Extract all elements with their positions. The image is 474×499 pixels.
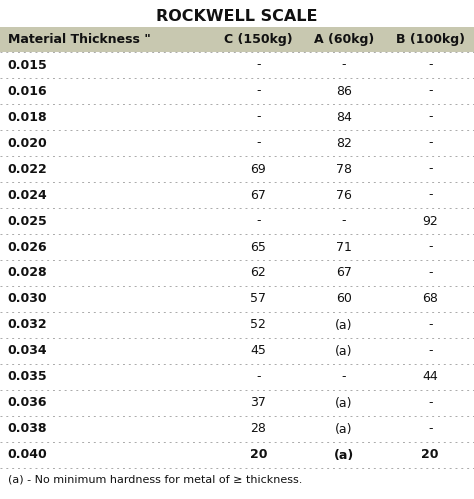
Text: 60: 60 bbox=[336, 292, 352, 305]
Text: -: - bbox=[428, 84, 432, 97]
Text: 52: 52 bbox=[250, 318, 266, 331]
Text: -: - bbox=[428, 241, 432, 253]
Text: -: - bbox=[428, 266, 432, 279]
Text: 20: 20 bbox=[421, 449, 439, 462]
Text: -: - bbox=[428, 163, 432, 176]
Text: -: - bbox=[428, 137, 432, 150]
Text: -: - bbox=[428, 344, 432, 357]
Text: -: - bbox=[341, 58, 346, 71]
Text: 0.015: 0.015 bbox=[8, 58, 47, 71]
Text: A (60kg): A (60kg) bbox=[313, 33, 374, 46]
Text: 45: 45 bbox=[250, 344, 266, 357]
Text: 44: 44 bbox=[422, 370, 438, 384]
Text: C (150kg): C (150kg) bbox=[224, 33, 292, 46]
Text: (a): (a) bbox=[335, 423, 352, 436]
Text: 0.026: 0.026 bbox=[8, 241, 47, 253]
Text: -: - bbox=[256, 58, 261, 71]
Text: (a): (a) bbox=[335, 318, 352, 331]
Bar bbox=[0, 208, 474, 234]
Bar bbox=[0, 78, 474, 104]
Text: 68: 68 bbox=[422, 292, 438, 305]
Bar bbox=[0, 338, 474, 364]
Text: 78: 78 bbox=[336, 163, 352, 176]
Text: 0.018: 0.018 bbox=[8, 110, 47, 123]
Bar bbox=[0, 130, 474, 156]
Text: 0.032: 0.032 bbox=[8, 318, 47, 331]
Text: ROCKWELL SCALE: ROCKWELL SCALE bbox=[156, 9, 318, 24]
Text: -: - bbox=[341, 215, 346, 228]
Bar bbox=[0, 104, 474, 130]
Bar bbox=[0, 52, 474, 78]
Text: -: - bbox=[256, 84, 261, 97]
Text: 67: 67 bbox=[336, 266, 352, 279]
Text: 62: 62 bbox=[250, 266, 266, 279]
Text: 0.025: 0.025 bbox=[8, 215, 47, 228]
Text: -: - bbox=[428, 423, 432, 436]
Text: 71: 71 bbox=[336, 241, 352, 253]
Text: 0.034: 0.034 bbox=[8, 344, 47, 357]
Text: 0.022: 0.022 bbox=[8, 163, 47, 176]
Text: -: - bbox=[256, 110, 261, 123]
Text: (a): (a) bbox=[334, 449, 354, 462]
Bar bbox=[0, 182, 474, 208]
Bar bbox=[0, 27, 474, 52]
Text: (a) - No minimum hardness for metal of ≥ thickness.: (a) - No minimum hardness for metal of ≥… bbox=[8, 474, 302, 484]
Text: 37: 37 bbox=[250, 397, 266, 410]
Text: 0.030: 0.030 bbox=[8, 292, 47, 305]
Bar bbox=[0, 416, 474, 442]
Text: -: - bbox=[256, 215, 261, 228]
Text: 0.016: 0.016 bbox=[8, 84, 47, 97]
Text: B (100kg): B (100kg) bbox=[396, 33, 465, 46]
Text: 67: 67 bbox=[250, 189, 266, 202]
Text: -: - bbox=[428, 58, 432, 71]
Text: 86: 86 bbox=[336, 84, 352, 97]
Text: 82: 82 bbox=[336, 137, 352, 150]
Text: 0.040: 0.040 bbox=[8, 449, 47, 462]
Text: Material Thickness ": Material Thickness " bbox=[8, 33, 151, 46]
Text: 76: 76 bbox=[336, 189, 352, 202]
Text: 0.020: 0.020 bbox=[8, 137, 47, 150]
Text: -: - bbox=[428, 397, 432, 410]
Text: (a): (a) bbox=[335, 344, 352, 357]
Bar bbox=[0, 234, 474, 260]
Text: 65: 65 bbox=[250, 241, 266, 253]
Bar bbox=[0, 260, 474, 286]
Text: 0.038: 0.038 bbox=[8, 423, 47, 436]
Text: -: - bbox=[256, 137, 261, 150]
Text: (a): (a) bbox=[335, 397, 352, 410]
Bar bbox=[0, 364, 474, 390]
Text: -: - bbox=[428, 189, 432, 202]
Text: 84: 84 bbox=[336, 110, 352, 123]
Text: 0.036: 0.036 bbox=[8, 397, 47, 410]
Text: 20: 20 bbox=[250, 449, 267, 462]
Text: -: - bbox=[256, 370, 261, 384]
Text: 69: 69 bbox=[250, 163, 266, 176]
Text: -: - bbox=[341, 370, 346, 384]
Text: -: - bbox=[428, 110, 432, 123]
Bar bbox=[0, 390, 474, 416]
Text: 57: 57 bbox=[250, 292, 266, 305]
Text: -: - bbox=[428, 318, 432, 331]
Text: 0.024: 0.024 bbox=[8, 189, 47, 202]
Text: 28: 28 bbox=[250, 423, 266, 436]
Bar bbox=[0, 156, 474, 182]
Text: 0.028: 0.028 bbox=[8, 266, 47, 279]
Bar bbox=[0, 286, 474, 312]
Bar bbox=[0, 312, 474, 338]
Text: 0.035: 0.035 bbox=[8, 370, 47, 384]
Text: 92: 92 bbox=[422, 215, 438, 228]
Bar bbox=[0, 442, 474, 468]
